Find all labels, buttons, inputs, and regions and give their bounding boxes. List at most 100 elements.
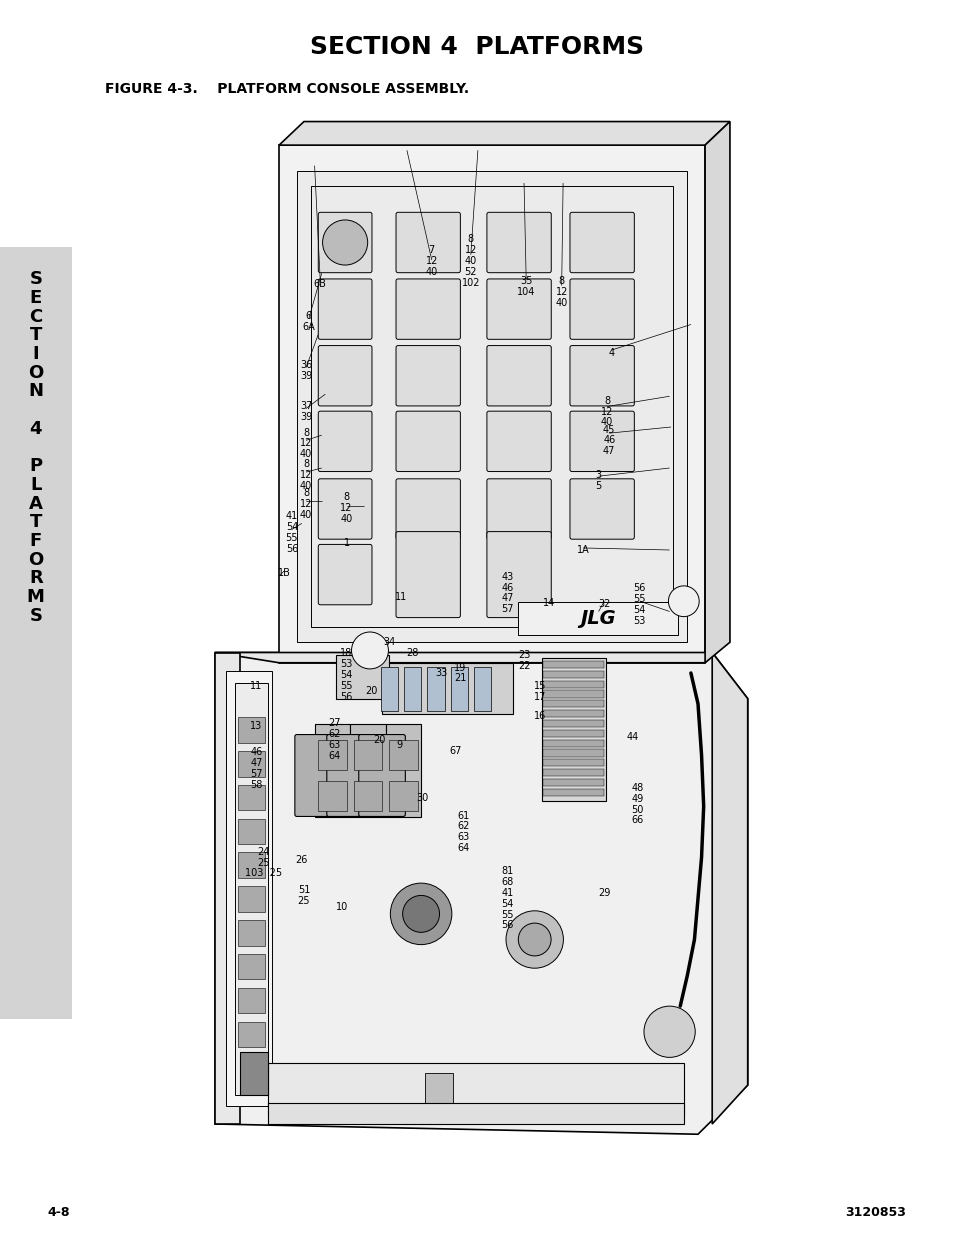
Text: 33: 33 [435, 668, 447, 678]
Text: 67: 67 [449, 746, 461, 756]
Text: 8
12
40: 8 12 40 [299, 427, 312, 459]
FancyBboxPatch shape [486, 279, 551, 340]
Text: 46
47
57
58: 46 47 57 58 [250, 747, 262, 789]
Bar [542, 690, 603, 698]
Bar [237, 819, 265, 845]
Text: 51
25: 51 25 [297, 885, 310, 905]
Text: 6B: 6B [314, 279, 326, 289]
Text: 8
12
40: 8 12 40 [299, 459, 312, 492]
Bar [0, 247, 71, 1019]
Circle shape [322, 220, 367, 266]
Text: 8
12
40
52
102: 8 12 40 52 102 [461, 235, 479, 288]
Text: 1B: 1B [278, 568, 291, 578]
FancyBboxPatch shape [486, 411, 551, 472]
Bar [541, 657, 605, 802]
Text: 9: 9 [396, 740, 402, 750]
FancyBboxPatch shape [294, 735, 341, 816]
FancyBboxPatch shape [569, 479, 634, 540]
FancyBboxPatch shape [569, 346, 634, 406]
Bar [451, 667, 468, 711]
FancyBboxPatch shape [486, 212, 551, 273]
FancyBboxPatch shape [318, 479, 372, 540]
Bar [474, 667, 491, 711]
FancyBboxPatch shape [486, 531, 551, 618]
Text: 8
12
40: 8 12 40 [299, 488, 312, 520]
Circle shape [643, 1007, 695, 1057]
Bar [314, 724, 350, 816]
Text: 29: 29 [598, 888, 610, 898]
Polygon shape [279, 121, 729, 146]
Bar [542, 710, 603, 718]
Bar [542, 671, 603, 678]
Text: 27
62
63
64: 27 62 63 64 [328, 719, 340, 761]
Bar [381, 663, 513, 714]
FancyBboxPatch shape [569, 279, 634, 340]
Text: 4: 4 [608, 348, 614, 358]
Bar [542, 750, 603, 757]
FancyBboxPatch shape [327, 735, 373, 816]
Polygon shape [234, 683, 268, 1095]
Circle shape [402, 895, 439, 932]
Text: 7
12
40: 7 12 40 [425, 246, 437, 277]
Text: 41
54
55
56: 41 54 55 56 [285, 511, 298, 553]
FancyBboxPatch shape [486, 479, 551, 540]
Text: 43
46
47
57: 43 46 47 57 [501, 572, 514, 614]
Circle shape [517, 923, 551, 956]
Bar [542, 789, 603, 797]
Text: 81
68
41
54
55
56: 81 68 41 54 55 56 [501, 867, 514, 930]
Text: 61
62
63
64: 61 62 63 64 [457, 810, 470, 853]
FancyBboxPatch shape [395, 346, 460, 406]
Polygon shape [712, 652, 747, 1124]
Text: 8
12
40: 8 12 40 [600, 396, 613, 427]
Bar [389, 740, 417, 771]
Text: 1A: 1A [576, 545, 589, 555]
Text: 35
104: 35 104 [517, 277, 535, 296]
Bar [237, 784, 265, 810]
Bar [350, 724, 385, 816]
Bar [237, 718, 265, 742]
Bar [385, 724, 420, 816]
Text: 1: 1 [343, 537, 349, 548]
Text: 6
6A: 6 6A [302, 311, 314, 332]
Text: 36
39: 36 39 [299, 361, 312, 382]
Polygon shape [296, 170, 686, 642]
FancyBboxPatch shape [569, 212, 634, 273]
Text: 23
22: 23 22 [517, 651, 530, 671]
Text: 20: 20 [365, 687, 377, 697]
Text: FIGURE 4-3.    PLATFORM CONSOLE ASSEMBLY.: FIGURE 4-3. PLATFORM CONSOLE ASSEMBLY. [105, 82, 469, 96]
Text: 48
49
50
66: 48 49 50 66 [631, 783, 643, 825]
Text: 19
21: 19 21 [454, 663, 466, 683]
FancyBboxPatch shape [395, 411, 460, 472]
Text: 11: 11 [250, 682, 262, 692]
Bar [237, 751, 265, 777]
Text: 14: 14 [542, 598, 555, 609]
Polygon shape [215, 652, 712, 663]
Bar [237, 988, 265, 1013]
FancyBboxPatch shape [318, 545, 372, 605]
Text: 16: 16 [534, 711, 546, 721]
Text: 8
12
40: 8 12 40 [555, 275, 567, 308]
FancyBboxPatch shape [517, 603, 677, 635]
FancyBboxPatch shape [318, 212, 372, 273]
FancyBboxPatch shape [318, 346, 372, 406]
FancyBboxPatch shape [318, 411, 372, 472]
FancyBboxPatch shape [318, 279, 372, 340]
Text: 4-8: 4-8 [48, 1207, 71, 1219]
Text: 56
55
54
53: 56 55 54 53 [633, 583, 645, 625]
Bar [268, 1062, 683, 1114]
Text: 8
12
40: 8 12 40 [340, 493, 353, 524]
Bar [237, 852, 265, 878]
Text: 11: 11 [395, 592, 407, 603]
Text: 15
17: 15 17 [534, 680, 546, 701]
Bar [237, 953, 265, 979]
Bar [542, 779, 603, 787]
Text: 26: 26 [295, 855, 308, 864]
FancyBboxPatch shape [395, 479, 460, 540]
Circle shape [390, 883, 452, 945]
Bar [237, 887, 265, 911]
Text: 32: 32 [598, 599, 610, 609]
Bar [424, 1073, 453, 1105]
Text: 24
25
103  25: 24 25 103 25 [245, 847, 282, 878]
Bar [317, 781, 346, 811]
Text: JLG: JLG [579, 609, 615, 629]
